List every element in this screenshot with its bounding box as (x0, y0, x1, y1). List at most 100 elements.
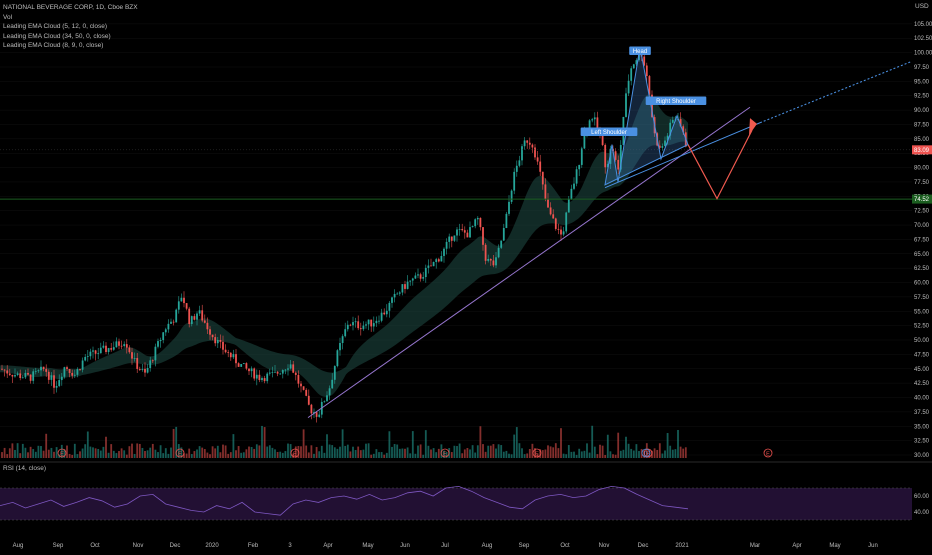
candle-body (435, 259, 438, 263)
volume-bar (380, 452, 383, 458)
candle-body (6, 370, 9, 374)
volume-bar (671, 449, 674, 458)
candle-body (466, 232, 469, 238)
rsi-legend[interactable]: RSI (14, close) (3, 465, 46, 472)
candle-body (352, 322, 354, 326)
volume-bar (502, 451, 505, 458)
rsi-band (0, 488, 912, 520)
volume-bar (476, 445, 479, 458)
volume-bar (435, 452, 438, 458)
volume-bar (292, 453, 295, 458)
candle-body (401, 284, 404, 293)
legend-ema-34-50[interactable]: Leading EMA Cloud (34, 50, 0, close) (3, 32, 111, 40)
volume-bar (349, 451, 352, 458)
volume-bar (645, 443, 648, 458)
candle-body (172, 321, 175, 323)
volume-bar (365, 443, 367, 458)
volume-bar (684, 447, 687, 458)
volume-bar (469, 449, 471, 458)
time-tick-label: Jul (441, 543, 449, 549)
volume-bar (404, 448, 406, 458)
price-tick-label: 55.00 (914, 309, 930, 315)
candle-body (214, 337, 217, 344)
candle-body (107, 348, 110, 352)
candle-body (463, 230, 466, 233)
volume-bar (422, 454, 425, 458)
volume-bar (539, 449, 542, 458)
candle-body (661, 146, 664, 148)
candle-body (632, 64, 635, 69)
candle-body (219, 339, 222, 342)
volume-bar (552, 447, 555, 458)
time-tick-label: Oct (560, 543, 570, 549)
volume-bar (635, 444, 638, 458)
candle-body (89, 351, 92, 357)
candle-body (370, 319, 373, 327)
legend-ema-8-9[interactable]: Leading EMA Cloud (8, 9, 0, close) (3, 42, 104, 49)
volume-bar (674, 449, 677, 458)
candle-body (281, 370, 284, 374)
volume-bar (336, 448, 339, 458)
candle-body (120, 345, 123, 347)
price-tick-label: 35.00 (914, 424, 930, 430)
earnings-marker (175, 448, 185, 458)
candle-body (404, 284, 406, 289)
volume-bar (601, 445, 604, 458)
candle-body (255, 374, 258, 379)
price-tick-label: 45.00 (914, 367, 930, 373)
pattern-label-bg (629, 46, 651, 55)
candle-body (94, 350, 97, 354)
candle-body (385, 310, 388, 315)
volume-bar (53, 451, 55, 458)
legend-vol[interactable]: Vol (3, 13, 13, 21)
candle-body (232, 354, 235, 358)
candle-body (391, 297, 393, 303)
candle-body (651, 94, 653, 118)
candle-body (396, 293, 399, 295)
candle-body (367, 319, 370, 325)
candle-body (679, 119, 682, 127)
candle-body (47, 371, 50, 380)
candle-body (539, 161, 542, 172)
volume-bar (471, 445, 474, 458)
volume-bar (560, 428, 562, 458)
volume-bar (177, 444, 180, 458)
candle-body (27, 372, 29, 375)
volume-bar (653, 448, 656, 458)
volume-bar (396, 444, 399, 458)
volume-bar (1, 452, 3, 458)
candle-body (164, 329, 167, 333)
candle-body (336, 350, 339, 367)
volume-bar (567, 445, 570, 458)
candle-body (276, 371, 279, 374)
volume-bar (302, 429, 305, 458)
candle-body (86, 356, 89, 358)
candle-body (68, 368, 71, 373)
candle-body (175, 309, 178, 323)
candle-body (190, 316, 193, 324)
legend-title[interactable]: NATIONAL BEVERAGE CORP, 1D, Cboe BZX (3, 4, 138, 11)
candle-body (53, 375, 55, 388)
candle-body (357, 321, 360, 329)
price-tick-label: 90.00 (914, 108, 930, 114)
candle-body (162, 332, 165, 341)
candle-body (544, 184, 547, 200)
candle-body (216, 339, 219, 344)
chart-legend: NATIONAL BEVERAGE CORP, 1D, Cboe BZX Vol… (3, 3, 138, 51)
current-price-tag-bg (912, 145, 932, 155)
candle-body (583, 131, 586, 149)
volume-bar (188, 448, 191, 458)
candle-body (279, 373, 282, 375)
volume-bar (84, 444, 87, 458)
volume-bar (367, 443, 370, 458)
volume-bar (570, 451, 573, 458)
volume-bar (229, 452, 232, 458)
price-tick-label: 100.00 (914, 51, 932, 57)
legend-ema-5-12[interactable]: Leading EMA Cloud (5, 12, 0, close) (3, 23, 108, 30)
volume-bar (105, 436, 107, 458)
volume-bar (430, 449, 432, 458)
candle-body (614, 151, 617, 160)
pattern-label: Head (633, 49, 647, 55)
volume-bar (523, 454, 526, 458)
